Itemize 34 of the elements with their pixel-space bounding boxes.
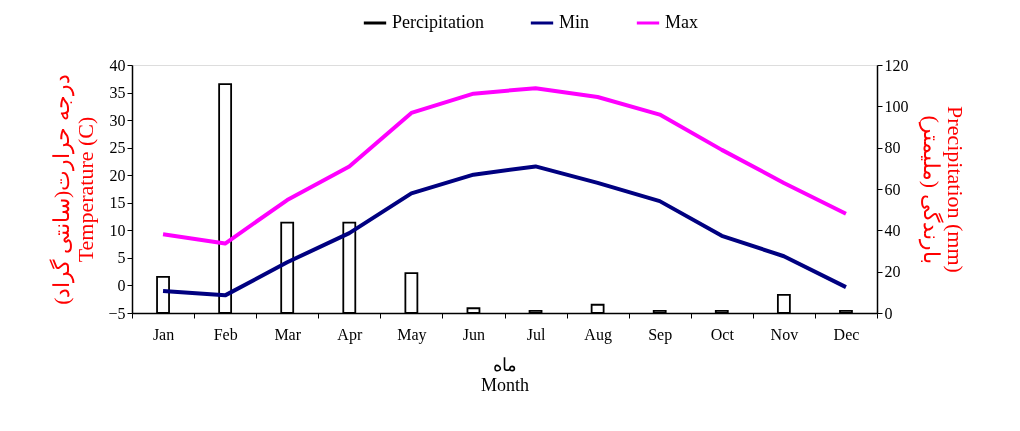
y2-tick-label: 100	[884, 97, 909, 115]
y-tick-label: 30	[109, 111, 126, 129]
x-tick-label: Jul	[526, 325, 546, 343]
line-series	[161, 164, 848, 298]
x-tick-label: May	[397, 325, 427, 344]
y-tick-label: 5	[117, 249, 126, 267]
y-tick-label: 15	[109, 194, 126, 212]
line-series	[161, 86, 848, 246]
y-tick-label: 20	[109, 166, 126, 184]
legend-label: Min	[559, 12, 590, 32]
y2-tick-label: 80	[884, 139, 901, 157]
x-tick-label: Dec	[833, 325, 860, 343]
y-tick-label: 0	[117, 276, 126, 294]
legend-label: Percipitation	[392, 12, 484, 32]
x-tick-label: Jun	[462, 325, 486, 343]
y-tick-label: 25	[109, 139, 126, 157]
x-tick-label: Apr	[337, 325, 363, 344]
x-tick-label: Feb	[213, 325, 238, 343]
y2-tick-label: 0	[884, 304, 893, 322]
y2-tick-label: 120	[884, 56, 909, 74]
x-tick-label: Aug	[584, 325, 612, 344]
x-tick-label: Jan	[152, 325, 175, 343]
x-tick-label: Sep	[648, 325, 673, 344]
x-tick-label: Oct	[710, 325, 735, 343]
x-tick-label: Mar	[274, 325, 302, 343]
y2-tick-label: 60	[884, 180, 901, 198]
legend-label: Max	[665, 12, 698, 32]
y-tick-label: 40	[109, 56, 126, 74]
y2-tick-label: 40	[884, 221, 901, 239]
y-tick-label: −5	[108, 304, 126, 322]
y2-tick-label: 20	[884, 263, 901, 281]
y-tick-label: 35	[109, 84, 126, 102]
x-tick-label: Nov	[770, 325, 799, 343]
y-tick-label: 10	[109, 221, 126, 239]
